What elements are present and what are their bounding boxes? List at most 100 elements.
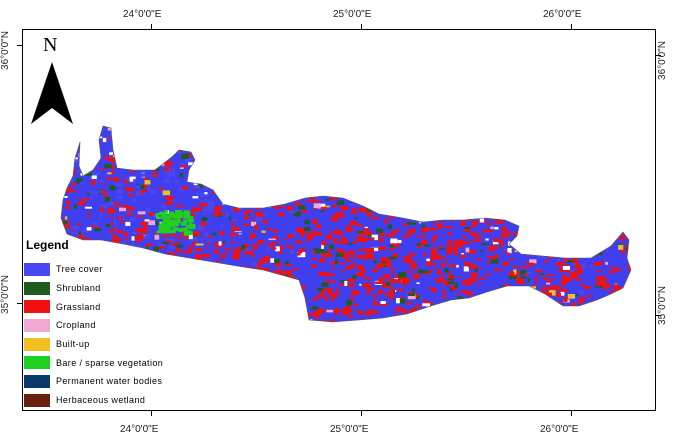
landcover-patch <box>462 159 470 162</box>
landcover-patch <box>533 296 539 300</box>
landcover-patch <box>348 278 355 283</box>
landcover-patch <box>222 320 226 322</box>
landcover-patch <box>197 268 202 274</box>
landcover-patch <box>392 178 397 182</box>
landcover-patch <box>91 141 97 144</box>
landcover-patch <box>68 221 71 226</box>
landcover-patch <box>401 235 408 238</box>
landcover-patch <box>366 287 374 290</box>
landcover-patch <box>411 253 415 257</box>
landcover-patch <box>615 229 623 234</box>
landcover-patch <box>628 259 631 262</box>
landcover-patch <box>523 315 530 321</box>
landcover-patch <box>225 294 232 298</box>
landcover-patch <box>441 136 446 140</box>
landcover-patch <box>112 237 120 243</box>
landcover-patch <box>255 216 262 222</box>
landcover-patch <box>389 169 397 173</box>
landcover-patch <box>414 305 418 310</box>
landcover-patch <box>514 219 519 224</box>
landcover-patch <box>438 209 447 212</box>
landcover-patch <box>506 217 515 221</box>
landcover-patch <box>96 126 99 128</box>
landcover-patch <box>578 301 583 305</box>
landcover-patch <box>449 178 457 183</box>
landcover-patch <box>97 190 102 193</box>
landcover-patch <box>592 310 597 316</box>
landcover-patch <box>83 141 89 145</box>
landcover-patch <box>274 298 280 304</box>
landcover-patch <box>323 137 330 140</box>
landcover-patch <box>455 189 464 194</box>
landcover-patch <box>446 246 453 250</box>
landcover-patch <box>608 304 615 307</box>
landcover-patch <box>582 179 586 184</box>
landcover-patch <box>268 195 273 201</box>
landcover-patch <box>311 264 317 268</box>
landcover-patch <box>555 222 558 226</box>
landcover-patch <box>227 185 234 189</box>
top-axis-label-25e: 25°0'0"E <box>333 9 372 20</box>
landcover-patch <box>176 204 183 208</box>
landcover-patch <box>164 132 172 135</box>
landcover-patch <box>228 176 232 180</box>
landcover-patch <box>176 241 180 244</box>
landcover-patch <box>548 292 552 297</box>
landcover-patch <box>597 261 606 264</box>
landcover-patch <box>601 303 606 310</box>
landcover-patch <box>72 181 76 187</box>
landcover-patch <box>330 267 335 269</box>
landcover-patch <box>399 298 406 304</box>
landcover-patch <box>138 126 146 128</box>
landcover-patch <box>251 293 254 298</box>
landcover-patch <box>422 303 430 307</box>
landcover-patch <box>467 264 472 268</box>
landcover-patch <box>624 176 631 180</box>
landcover-patch <box>466 316 471 320</box>
landcover-patch <box>264 155 269 160</box>
landcover-patch <box>593 220 600 225</box>
landcover-patch <box>306 163 313 166</box>
landcover-patch <box>299 228 307 233</box>
landcover-patch <box>424 161 427 164</box>
landcover-patch <box>192 236 199 242</box>
landcover-patch <box>491 255 496 260</box>
landcover-patch <box>622 200 630 204</box>
landcover-patch <box>450 246 457 251</box>
landcover-patch <box>268 198 276 204</box>
landcover-patch <box>162 190 170 196</box>
landcover-patch <box>260 127 264 131</box>
landcover-patch <box>447 281 454 284</box>
landcover-patch <box>541 169 547 175</box>
landcover-patch <box>501 195 504 200</box>
landcover-patch <box>91 175 97 179</box>
landcover-patch <box>494 268 501 271</box>
landcover-patch <box>172 216 177 219</box>
landcover-patch <box>188 153 192 158</box>
landcover-patch <box>280 271 283 276</box>
landcover-patch <box>257 271 262 275</box>
landcover-patch <box>237 127 244 130</box>
landcover-patch <box>513 145 519 148</box>
landcover-patch <box>73 170 77 174</box>
landcover-patch <box>241 203 244 209</box>
crete-land-cover-map <box>60 125 632 323</box>
landcover-patch <box>600 154 604 156</box>
landcover-patch <box>621 248 625 254</box>
landcover-patch <box>580 316 584 321</box>
landcover-patch <box>388 176 397 180</box>
landcover-patch <box>499 175 504 178</box>
landcover-patch <box>257 309 261 314</box>
landcover-patch <box>200 192 204 198</box>
landcover-patch <box>531 313 536 318</box>
landcover-patch <box>158 152 162 156</box>
landcover-patch <box>595 285 598 288</box>
landcover-patch <box>249 233 256 239</box>
legend-label: Cropland <box>56 320 96 331</box>
landcover-patch <box>147 187 150 192</box>
landcover-patch <box>253 276 257 279</box>
landcover-patch <box>179 211 187 215</box>
landcover-patch <box>73 204 77 210</box>
landcover-patch <box>479 297 484 303</box>
landcover-patch <box>198 254 206 257</box>
